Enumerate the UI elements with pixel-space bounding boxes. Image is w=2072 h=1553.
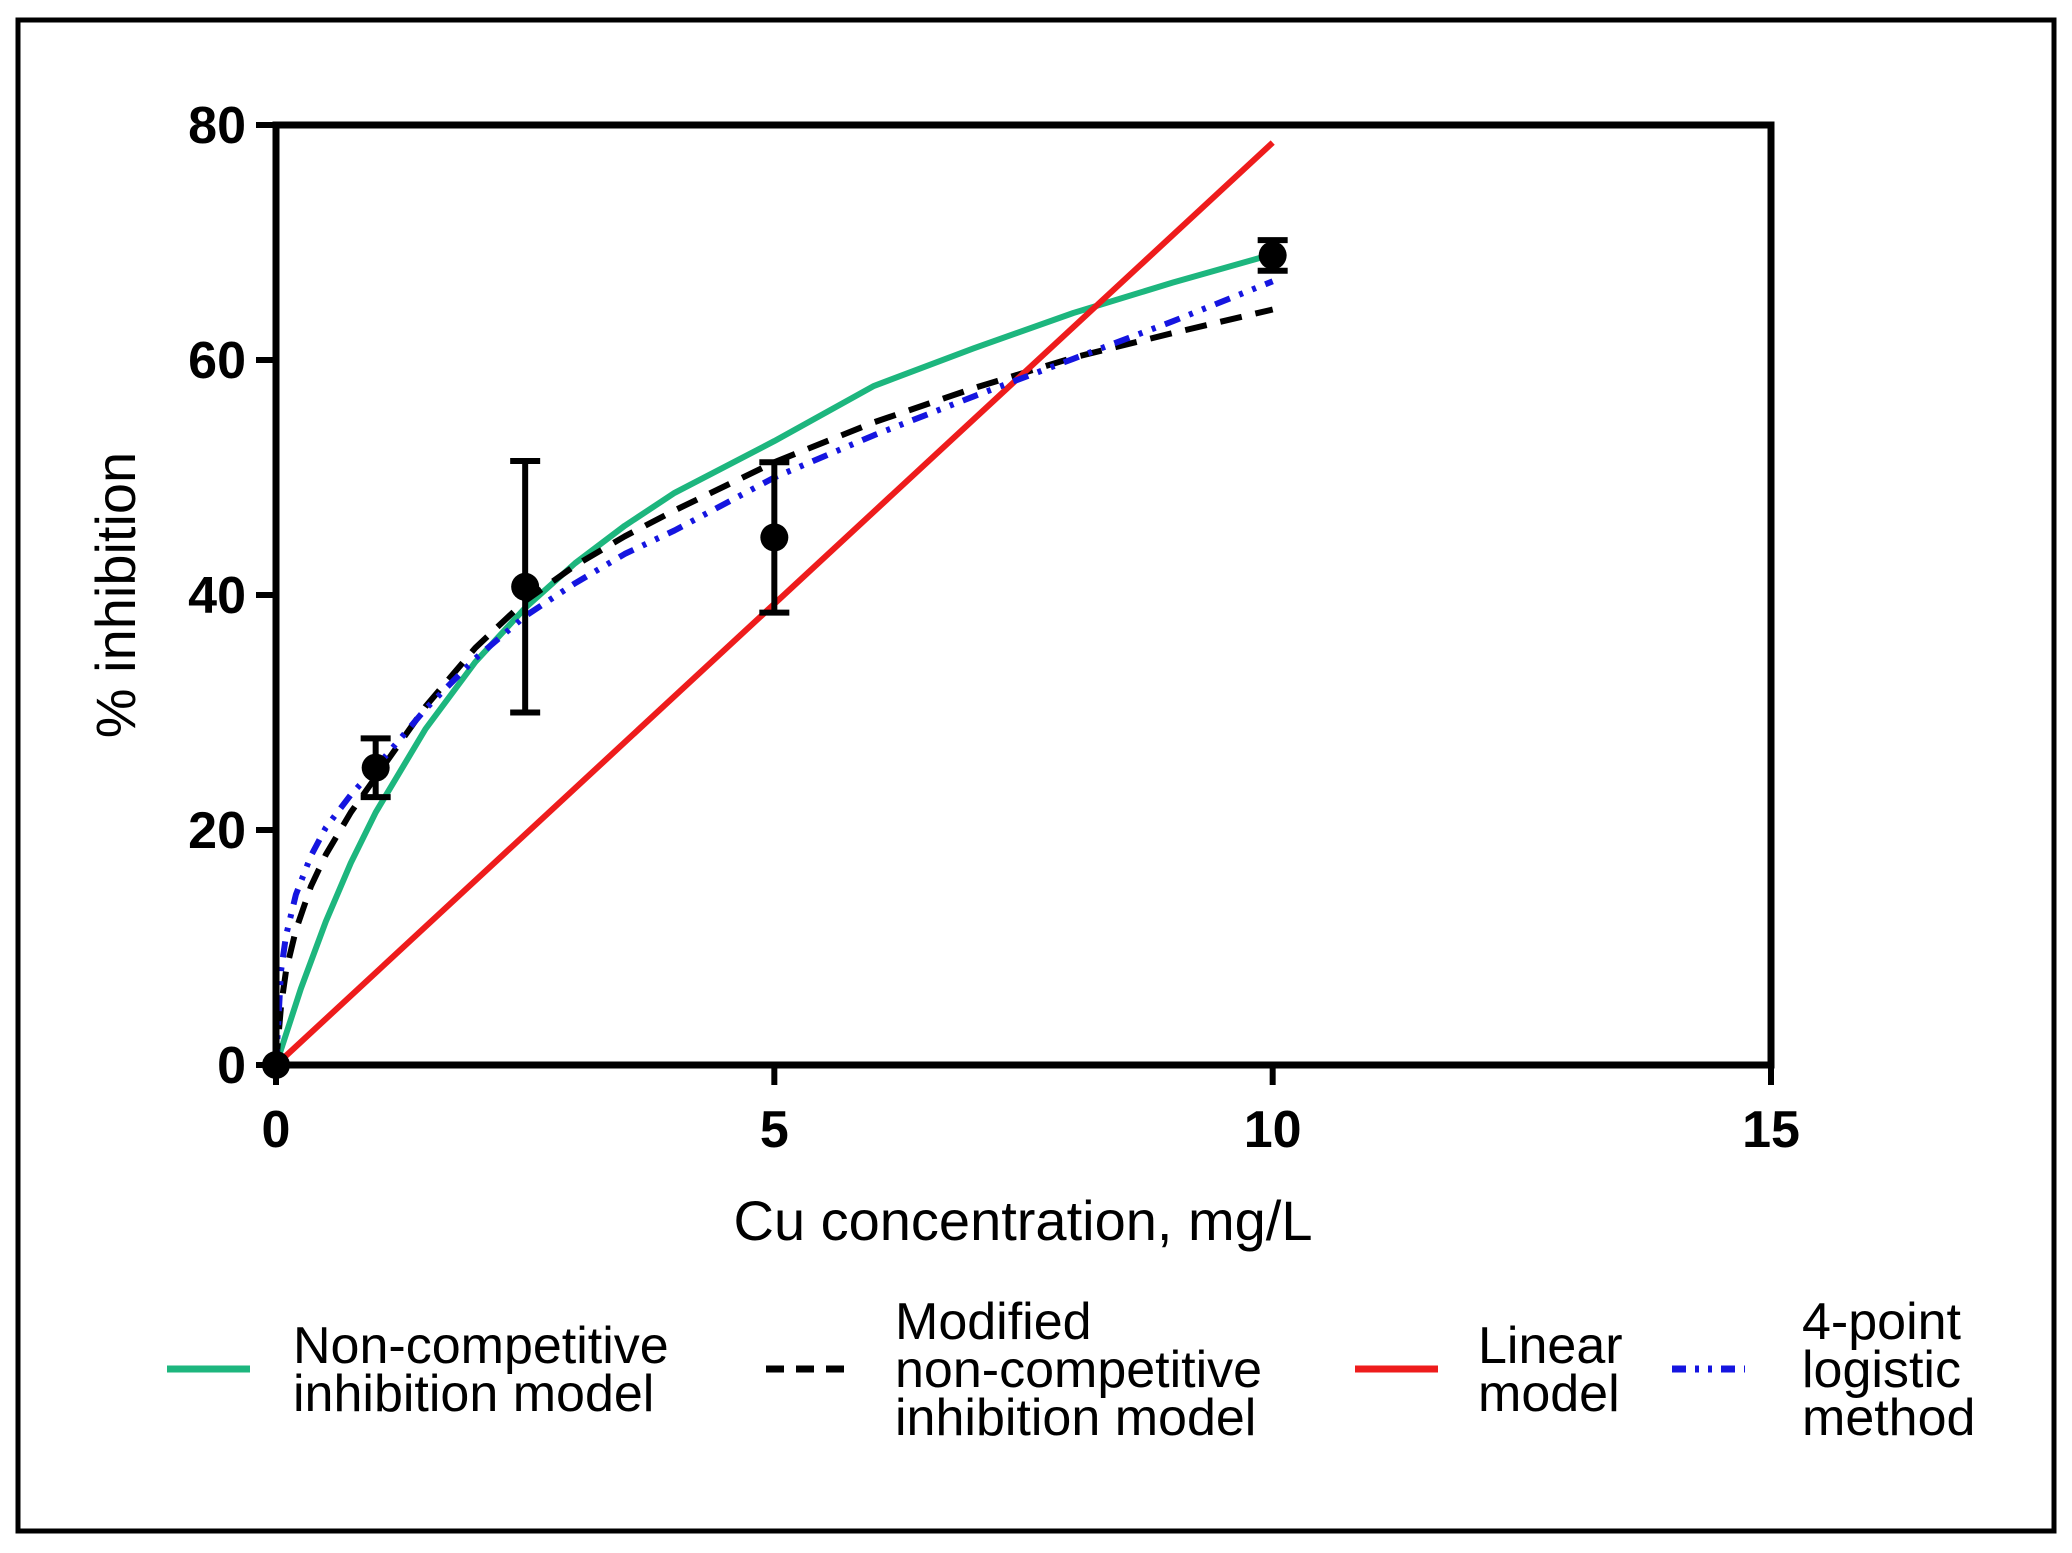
y-tick-label: 80 — [188, 97, 246, 155]
legend-label: Modified — [895, 1293, 1092, 1351]
observed-points-layer — [262, 237, 1288, 1079]
x-tick-label: 0 — [262, 1101, 291, 1159]
data-point — [361, 753, 390, 782]
axes-layer: 0 5 10 15 0 20 40 60 80 — [188, 97, 1800, 1159]
series-line-1 — [273, 306, 1274, 1066]
y-tick-label: 0 — [217, 1037, 246, 1095]
legend-label: method — [1802, 1389, 1975, 1447]
legend-label: non-competitive — [895, 1341, 1262, 1399]
legend-label: Non-competitive — [293, 1317, 669, 1375]
legend-label: inhibition model — [895, 1389, 1256, 1447]
y-tick-label: 40 — [188, 567, 246, 625]
legend-label: logistic — [1802, 1341, 1961, 1399]
data-point — [511, 572, 540, 601]
x-tick-label: 5 — [760, 1101, 789, 1159]
legend-label: inhibition model — [293, 1365, 654, 1423]
legend-label: 4-point — [1802, 1293, 1962, 1351]
x-tick-label: 15 — [1742, 1101, 1800, 1159]
data-point — [760, 523, 789, 552]
figure-border — [15, 17, 2057, 1534]
x-axis-title: Cu concentration, mg/L — [734, 1189, 1313, 1252]
series-line-0 — [273, 251, 1274, 1066]
y-tick-label: 60 — [188, 332, 246, 390]
x-tick-label: 10 — [1244, 1101, 1302, 1159]
y-tick-label: 20 — [188, 802, 246, 860]
data-point — [1258, 241, 1287, 270]
legend-label: Linear — [1478, 1317, 1623, 1375]
legend-label: model — [1478, 1365, 1620, 1423]
y-axis-title: % inhibition — [84, 452, 147, 738]
